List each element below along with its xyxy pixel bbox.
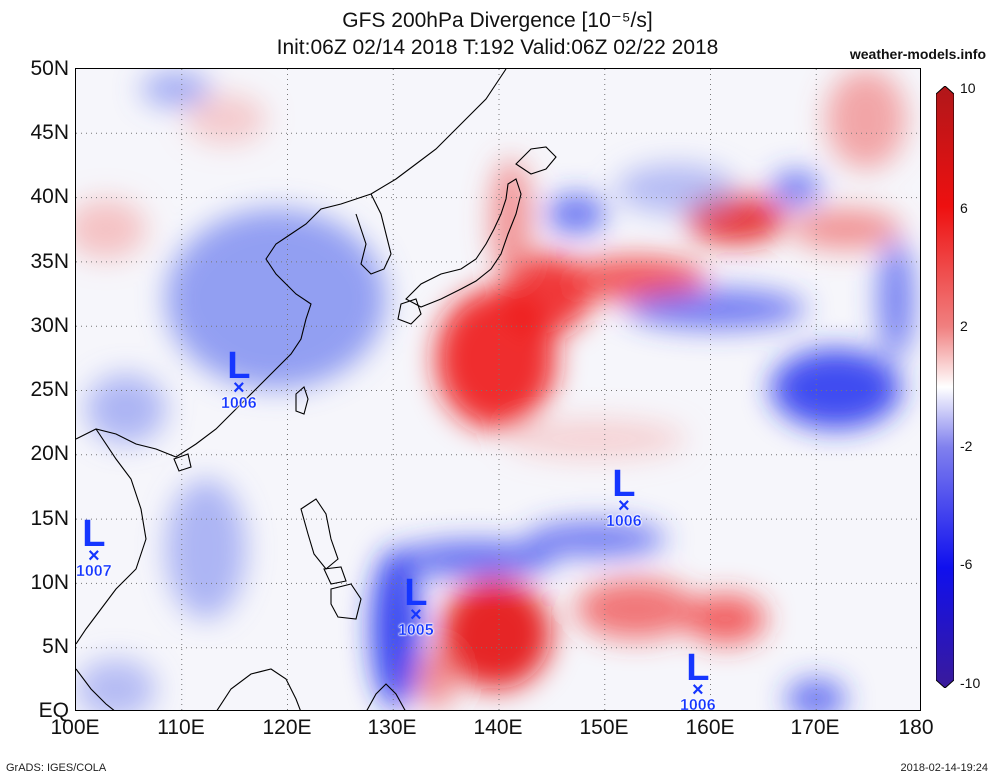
lat-label: 15N (30, 507, 69, 530)
pressure-low: L × 1006 (680, 647, 716, 711)
low-center-marker: × (87, 545, 100, 567)
lat-label: 10N (30, 571, 69, 594)
colorbar-label: -10 (960, 675, 981, 691)
korea-coastline (355, 193, 392, 275)
luzon-coastline (300, 498, 339, 570)
low-pressure-value: 1006 (606, 513, 642, 530)
lon-label: 180 (898, 716, 934, 739)
lon-label: 120E (262, 716, 312, 739)
pressure-low: L × 1007 (76, 515, 112, 581)
low-symbol: L (82, 513, 106, 555)
map-canvas (76, 69, 920, 710)
low-pressure-value: 1007 (76, 563, 112, 580)
low-center-marker: × (232, 377, 245, 399)
site-watermark: weather-models.info (849, 46, 986, 62)
lon-label: 100E (50, 716, 100, 739)
pressure-low: L × 1006 (606, 465, 642, 531)
lat-label: 30N (30, 314, 69, 337)
software-credit: GrADS: IGES/COLA (6, 762, 107, 774)
lat-label: 35N (30, 250, 69, 273)
low-center-marker: × (691, 679, 704, 701)
indochina-coastline (76, 428, 147, 645)
low-pressure-value: 1005 (398, 622, 434, 639)
hokkaido-coastline (515, 146, 557, 175)
borneo-coastline (216, 668, 301, 710)
render-timestamp: 2018-02-14-19:24 (900, 762, 988, 774)
low-symbol: L (686, 647, 710, 689)
lon-label: 110E (157, 716, 205, 739)
pressure-low: L × 1005 (398, 574, 434, 640)
low-symbol: L (612, 463, 636, 505)
pressure-low: L × 1006 (221, 347, 257, 413)
colorbar-label: 10 (960, 80, 976, 96)
colorbar-label: 2 (960, 318, 968, 334)
divergence-field (76, 69, 914, 710)
newguinea-coastline (366, 683, 406, 710)
lon-label: 160E (685, 716, 735, 739)
lon-label: 140E (473, 716, 523, 739)
lon-label: 150E (579, 716, 629, 739)
low-symbol: L (404, 572, 428, 614)
lat-label: EQ (38, 699, 69, 722)
colorbar-label: -2 (960, 438, 973, 454)
low-pressure-value: 1006 (680, 697, 716, 711)
lat-label: 40N (30, 185, 69, 208)
lat-label: 25N (30, 378, 69, 401)
low-center-marker: × (409, 604, 422, 626)
lon-label: 130E (367, 716, 417, 739)
visayas-coastline (323, 566, 347, 585)
hainan-coastline (173, 453, 192, 472)
lat-label: 45N (30, 121, 69, 144)
mindanao-coastline (330, 583, 362, 620)
low-center-marker: × (617, 495, 630, 517)
china-coastline (76, 193, 372, 458)
malay-coastline (76, 668, 115, 710)
lat-label: 5N (42, 635, 69, 658)
chart-title: GFS 200hPa Divergence [10⁻⁵/s] (342, 9, 653, 32)
taiwan-coastline (295, 386, 309, 415)
colorbar-label: -6 (960, 556, 973, 572)
lon-label: 170E (790, 716, 840, 739)
russia-coastline (370, 69, 507, 195)
low-pressure-value: 1006 (221, 395, 257, 412)
kyushu-coastline (397, 298, 422, 325)
japan-coastline (405, 178, 522, 308)
colorbar-label: 6 (960, 200, 968, 216)
coastlines (76, 69, 557, 710)
graticule (76, 69, 920, 710)
divergence-map: L × 1006 L × 1007 L × 1005 L × 1006 L × … (75, 68, 921, 711)
lat-label: 50N (30, 57, 69, 80)
lat-label: 20N (30, 442, 69, 465)
low-symbol: L (227, 345, 251, 387)
colorbar (936, 86, 954, 688)
chart-subtitle: Init:06Z 02/14 2018 T:192 Valid:06Z 02/2… (276, 36, 719, 59)
